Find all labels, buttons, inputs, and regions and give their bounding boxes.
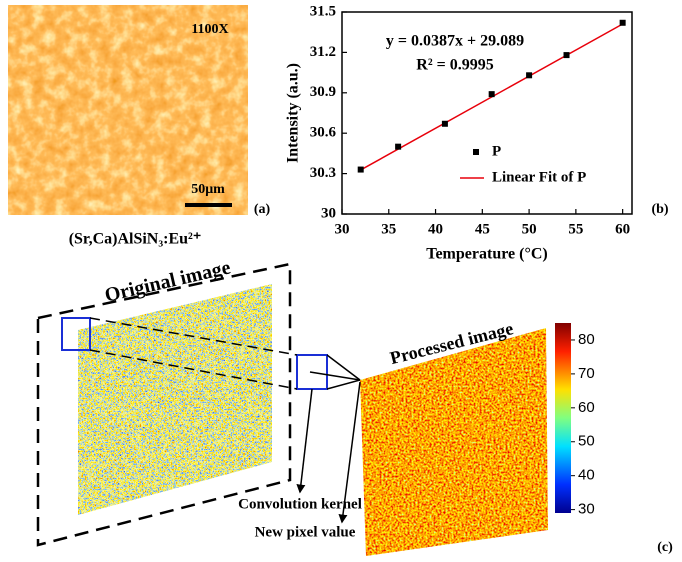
y-axis-label: Intensity (a.u.)	[285, 63, 302, 163]
plot-frame	[341, 11, 633, 215]
panel-label: (b)	[651, 202, 668, 217]
x-tick-label: 40	[428, 221, 443, 237]
legend-label: Linear Fit of P	[492, 169, 586, 185]
kernel-box	[61, 317, 91, 351]
x-tick-label: 55	[568, 221, 583, 237]
image-frame	[36, 262, 292, 547]
caption: (Sr,Ca)AlSiN₃:Eu²⁺	[69, 231, 202, 248]
micrograph	[8, 5, 248, 215]
panel-label: (a)	[254, 202, 271, 217]
colorbar	[555, 323, 571, 513]
r-squared: R² = 0.9995	[416, 57, 493, 74]
magnification: 1100X	[191, 22, 228, 37]
data-point	[441, 120, 448, 127]
panel-label: (c)	[657, 540, 673, 555]
pixel-label: New pixel value	[255, 524, 356, 540]
data-point	[619, 19, 626, 26]
y-tick-label: 30	[321, 205, 336, 221]
data-point	[488, 91, 495, 98]
y-tick-label: 30.9	[310, 84, 336, 100]
colorbar-tick-label: 50	[578, 433, 595, 450]
data-point	[395, 143, 402, 150]
y-tick-label: 30.3	[310, 165, 336, 181]
colorbar-tick-label: 80	[578, 331, 595, 348]
data-point	[563, 52, 570, 59]
x-axis-label: Temperature (°C)	[426, 246, 547, 263]
colorbar-tick-label: 60	[578, 399, 595, 416]
data-point	[526, 72, 533, 79]
y-tick-label: 30.6	[310, 125, 337, 141]
x-tick-label: 60	[615, 221, 630, 237]
fit-equation: y = 0.0387x + 29.089	[386, 33, 524, 50]
connectors	[89, 317, 361, 524]
kernel-label: Convolution kernel	[238, 496, 362, 512]
data-point	[357, 166, 364, 173]
x-tick-label: 50	[522, 221, 537, 237]
processed-image	[360, 328, 548, 556]
y-tick-label: 31.5	[310, 3, 336, 19]
colorbar-tick-label: 30	[578, 501, 595, 518]
scale-label: 50μm	[191, 182, 225, 197]
x-tick-label: 35	[381, 221, 396, 237]
colorbar-tick-label: 40	[578, 467, 595, 484]
x-tick-label: 45	[475, 221, 490, 237]
y-tick-label: 31.2	[310, 44, 336, 60]
legend-marker	[473, 149, 479, 155]
x-tick-label: 30	[335, 221, 350, 237]
legend-label: P	[492, 143, 501, 159]
colorbar-tick-label: 70	[578, 365, 595, 382]
original-image	[78, 284, 272, 515]
